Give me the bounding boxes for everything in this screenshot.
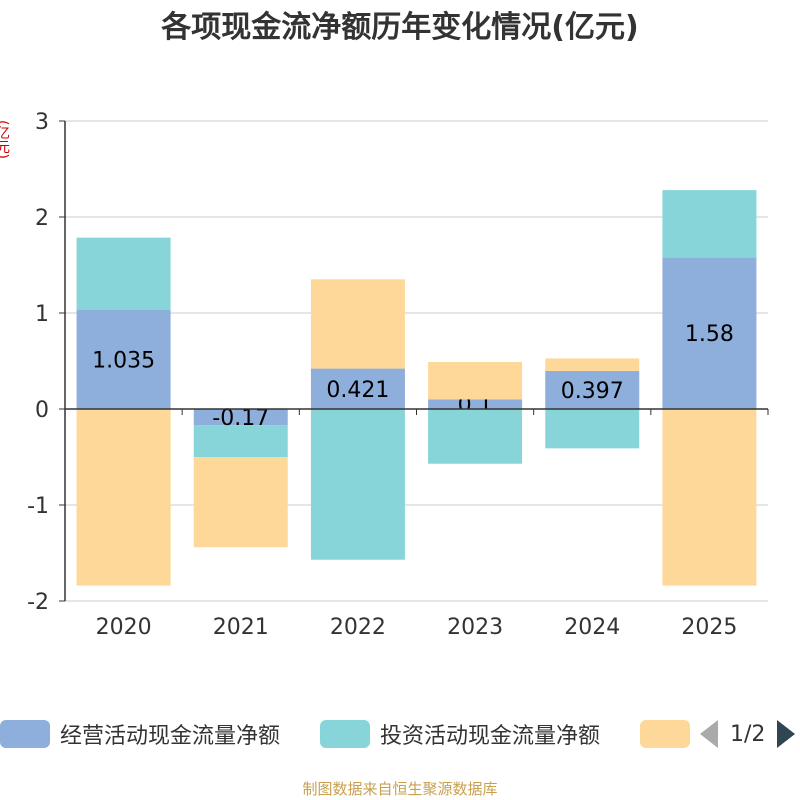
pager-text: 1/2	[730, 721, 766, 747]
legend-label-investing: 投资活动现金流量净额	[380, 724, 601, 749]
data-label: 1.58	[685, 322, 734, 347]
y-tick-label: 0	[35, 398, 49, 423]
y-tick-label: -1	[27, 494, 49, 519]
bar-2023-series-2	[428, 361, 523, 400]
bar-2020-series-2	[76, 409, 171, 586]
x-tick-label: 2021	[213, 615, 269, 640]
bar-2023-series-1	[428, 409, 523, 464]
legend-pager: 1/2	[700, 716, 796, 752]
pager-prev-icon[interactable]	[700, 720, 718, 748]
bar-2021-series-1	[193, 425, 288, 457]
bar-2021-series-2	[193, 457, 288, 548]
bar-2024-series-0	[545, 370, 640, 409]
bar-2021-series-0	[193, 409, 288, 426]
x-tick-label: 2023	[447, 615, 503, 640]
legend-item-investing[interactable]: 投资活动现金流量净额	[320, 716, 600, 752]
data-label: 0.421	[326, 378, 389, 403]
legend-label-operating: 经营活动现金流量净额	[60, 724, 281, 749]
pager-next-icon[interactable]	[777, 720, 796, 748]
legend-item-financing[interactable]	[640, 716, 700, 752]
bar-2024-series-1	[545, 409, 640, 449]
bar-2022-series-0	[310, 368, 405, 409]
x-tick-label: 2025	[681, 615, 737, 640]
legend-item-operating[interactable]: 经营活动现金流量净额	[0, 716, 280, 752]
bar-2020-series-0	[76, 309, 171, 409]
x-tick-label: 2022	[330, 615, 386, 640]
y-tick-label: 2	[35, 206, 49, 231]
bar-2022-series-1	[310, 409, 405, 560]
x-tick-label: 2024	[564, 615, 620, 640]
bar-2020-series-1	[76, 237, 171, 310]
source-footer: 制图数据来自恒生聚源数据库	[302, 780, 498, 798]
bar-2025-series-0	[662, 257, 757, 409]
legend-swatch-operating	[0, 720, 50, 748]
chart-title: 各项现金流净额历年变化情况(亿元)	[161, 10, 639, 45]
data-label: 1.035	[92, 348, 155, 373]
legend: 经营活动现金流量净额 投资活动现金流量净额	[0, 716, 800, 756]
x-tick-label: 2020	[96, 615, 152, 640]
legend-swatch-financing	[640, 720, 690, 748]
y-tick-label: -2	[27, 590, 49, 615]
y-tick-label: 3	[35, 110, 49, 135]
bar-2022-series-2	[310, 279, 405, 369]
bar-2024-series-2	[545, 358, 640, 371]
bar-2023-series-0	[428, 399, 523, 409]
data-label: 0.397	[561, 379, 624, 404]
legend-swatch-investing	[320, 720, 370, 748]
y-axis-unit-label: (亿元)	[0, 120, 10, 159]
bar-2025-series-2	[662, 409, 757, 586]
y-tick-label: 1	[35, 302, 49, 327]
bar-2025-series-1	[662, 190, 757, 258]
